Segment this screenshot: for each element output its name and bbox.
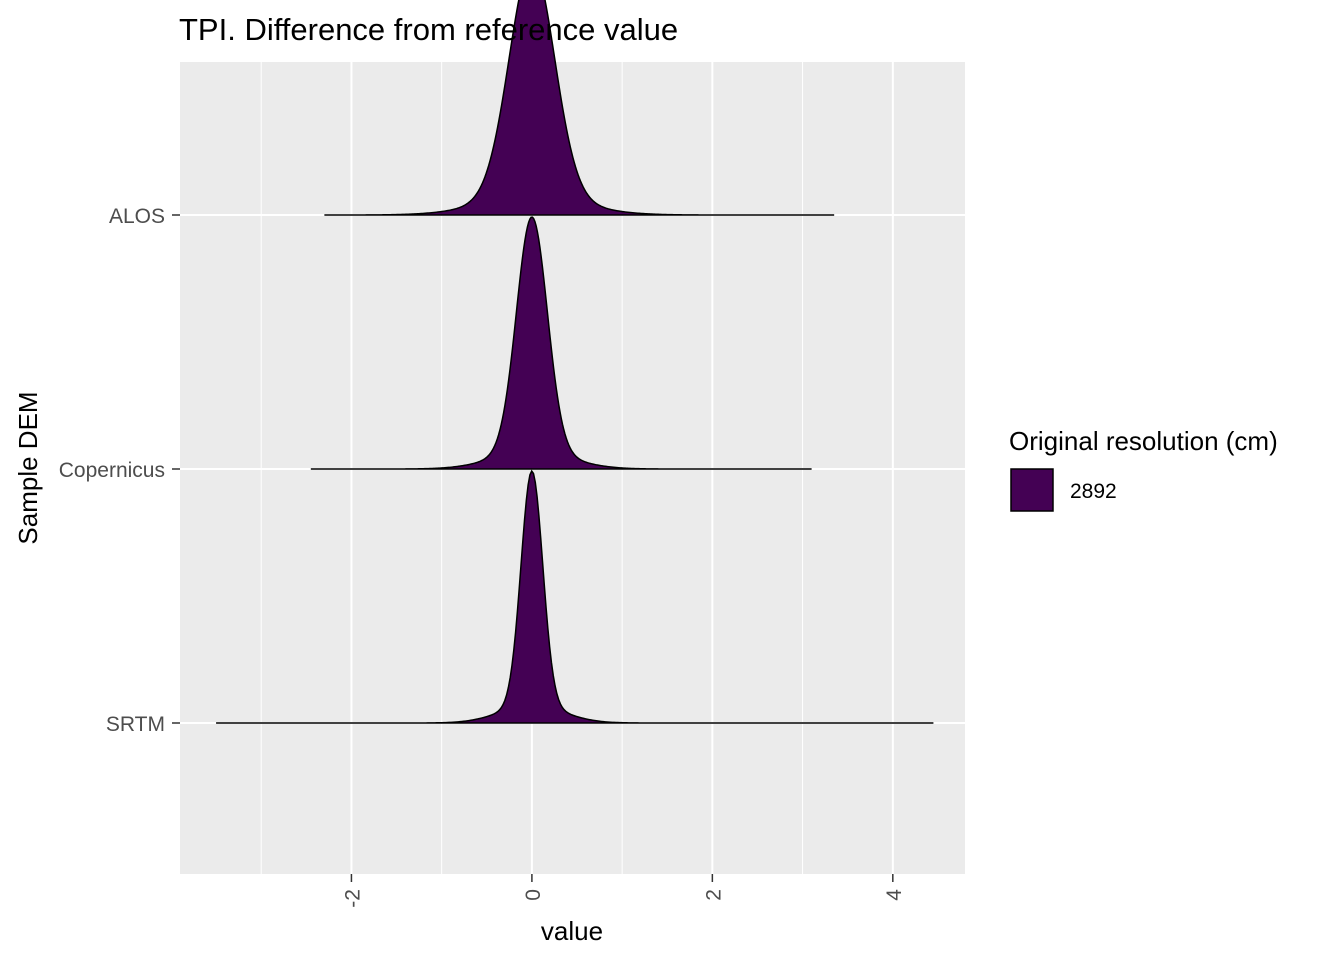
y-axis: ALOS Copernicus SRTM	[59, 205, 180, 736]
x-tick-label: 0	[522, 889, 545, 901]
chart-title: TPI. Difference from reference value	[179, 12, 678, 47]
y-tick-label: ALOS	[109, 205, 165, 228]
legend-key-2892	[1010, 468, 1054, 512]
ridge-copernicus	[310, 216, 812, 470]
density-ridges	[216, 0, 934, 724]
x-tick-label: -2	[341, 889, 364, 908]
legend: Original resolution (cm) 2892	[1009, 426, 1278, 512]
legend-label-2892: 2892	[1070, 480, 1117, 503]
x-tick-label: 2	[702, 889, 725, 901]
y-tick-label: Copernicus	[59, 459, 165, 482]
ridge-alos	[324, 0, 835, 216]
legend-title: Original resolution (cm)	[1009, 426, 1278, 456]
x-axis: -2 0 2 4	[341, 874, 906, 908]
y-tick-label: SRTM	[106, 713, 165, 736]
x-axis-title: value	[541, 916, 603, 946]
x-tick-label: 4	[883, 889, 906, 901]
ridge-srtm	[216, 469, 934, 724]
y-axis-title: Sample DEM	[13, 391, 43, 544]
